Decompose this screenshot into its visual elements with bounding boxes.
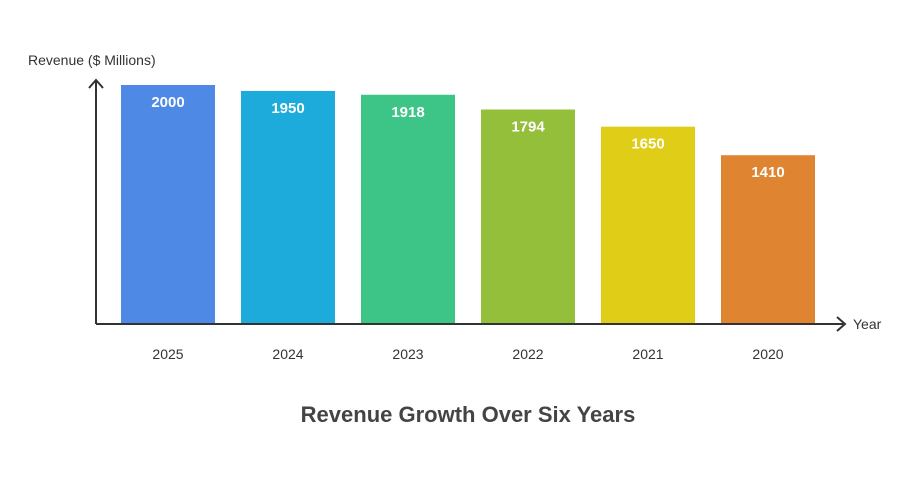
bar-data-labels: 2000 1950 1918 1794 1650 1410 — [151, 94, 784, 181]
bar-2022 — [481, 109, 575, 323]
x-axis-title: Year — [853, 316, 882, 332]
bar-value-label-2025: 2000 — [151, 94, 184, 111]
bar-2020 — [721, 155, 815, 323]
bar-value-label-2023: 1918 — [391, 104, 424, 121]
x-tick-label-2021: 2021 — [632, 346, 663, 362]
bar-2023 — [361, 94, 455, 324]
bars-group — [121, 85, 815, 324]
bar-value-label-2022: 1794 — [511, 119, 545, 136]
x-axis-arrowhead — [836, 316, 847, 332]
bar-value-label-2024: 1950 — [271, 100, 304, 117]
x-tick-label-2025: 2025 — [152, 346, 183, 362]
chart-title: Revenue Growth Over Six Years — [301, 402, 636, 427]
bar-value-label-2021: 1650 — [631, 136, 664, 153]
x-axis — [96, 316, 847, 332]
y-axis-arrowhead — [88, 78, 104, 89]
x-tick-labels: 2025 2024 2023 2022 2021 2020 — [152, 346, 783, 362]
x-tick-label-2022: 2022 — [512, 346, 543, 362]
y-axis-title: Revenue ($ Millions) — [28, 52, 156, 68]
bar-2021 — [601, 126, 695, 324]
x-tick-label-2020: 2020 — [752, 346, 783, 362]
bar-2025 — [121, 85, 215, 323]
bar-value-label-2020: 1410 — [751, 164, 784, 181]
y-axis — [88, 78, 104, 324]
x-tick-label-2023: 2023 — [392, 346, 423, 362]
x-tick-label-2024: 2024 — [272, 346, 303, 362]
bar-2024 — [241, 90, 335, 323]
